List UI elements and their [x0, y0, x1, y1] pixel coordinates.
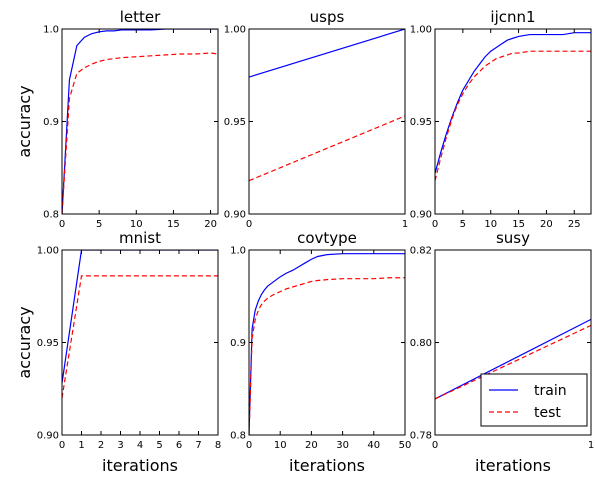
x-tick-label: 20 [540, 219, 553, 230]
series-line-test [249, 116, 405, 181]
panel-title: usps [310, 8, 345, 26]
panel-title: susy [496, 229, 530, 247]
y-tick-label: 0.90 [224, 210, 246, 221]
y-tick-label: 0.82 [410, 246, 432, 257]
axes-frame [435, 29, 591, 214]
y-tick-label: 1.00 [410, 25, 432, 36]
y-tick-label: 0.95 [410, 117, 432, 128]
series-line-train [62, 250, 218, 383]
x-tick-label: 5 [156, 440, 162, 451]
y-axis-label: accuracy [15, 306, 34, 378]
panel-title: letter [120, 8, 161, 26]
x-tick-label: 0 [59, 440, 65, 451]
x-tick-label: 1 [588, 440, 594, 451]
legend-label-test: test [534, 405, 561, 421]
x-tick-label: 8 [215, 440, 221, 451]
y-tick-label: 0.9 [43, 117, 59, 128]
x-tick-label: 3 [117, 440, 123, 451]
x-tick-label: 2 [98, 440, 104, 451]
y-axis-label: accuracy [15, 85, 34, 157]
series-line-test [435, 51, 591, 181]
x-tick-label: 20 [305, 440, 318, 451]
panel-susy: 0 1 0.78 0.80 0.82 susy iterations [410, 229, 594, 475]
panel-mnist: 0 1 2 3 4 5 6 7 8 0.90 0.95 1.00 mnist iterations accu… [15, 229, 221, 475]
y-tick-label: 0.8 [43, 210, 59, 221]
x-tick-label: 15 [167, 219, 180, 230]
x-tick-label: 20 [204, 219, 217, 230]
y-tick-label: 1.0 [230, 246, 246, 257]
series-line-train [249, 254, 405, 435]
panel-covtype: 0 10 20 30 40 50 0.8 0.9 1.0 covtype iterations [230, 229, 411, 475]
x-tick-label: 0 [246, 440, 252, 451]
y-tick-label: 0.9 [230, 338, 246, 349]
panel-usps: 0 1 0.90 0.95 1.00 usps [224, 8, 408, 230]
x-tick-label: 0 [59, 219, 65, 230]
x-tick-label: 1 [78, 440, 84, 451]
y-tick-label: 0.78 [410, 431, 432, 442]
x-tick-label: 10 [274, 440, 287, 451]
series-line-test [249, 278, 405, 435]
y-tick-label: 0.80 [410, 338, 432, 349]
series-line-test [62, 276, 218, 398]
x-axis-label: iterations [475, 456, 551, 475]
x-tick-label: 1 [402, 219, 408, 230]
x-tick-label: 5 [96, 219, 102, 230]
y-tick-label: 0.90 [410, 210, 432, 221]
y-tick-label: 0.95 [224, 117, 246, 128]
x-tick-label: 0 [246, 219, 252, 230]
y-tick-label: 0.90 [37, 431, 59, 442]
axes-frame [249, 29, 405, 214]
legend-label-train: train [534, 383, 567, 399]
x-tick-label: 50 [399, 440, 412, 451]
x-axis-label: iterations [289, 456, 365, 475]
panel-title: covtype [297, 229, 357, 247]
x-axis-label: iterations [102, 456, 178, 475]
y-tick-label: 0.8 [230, 431, 246, 442]
series-line-test [62, 53, 218, 214]
x-tick-label: 0 [432, 219, 438, 230]
legend: train test [481, 374, 587, 426]
series-line-train [249, 29, 405, 77]
panel-title: mnist [119, 229, 161, 247]
x-tick-label: 0 [432, 440, 438, 451]
panel-title: ijcnn1 [490, 8, 535, 26]
axes-frame [62, 250, 218, 435]
y-tick-label: 1.0 [43, 25, 59, 36]
x-tick-label: 25 [568, 219, 581, 230]
x-tick-label: 4 [137, 440, 143, 451]
y-tick-label: 1.00 [224, 25, 246, 36]
x-tick-label: 6 [176, 440, 182, 451]
x-tick-label: 5 [460, 219, 466, 230]
x-tick-label: 7 [195, 440, 201, 451]
x-tick-label: 30 [336, 440, 349, 451]
y-tick-label: 0.95 [37, 338, 59, 349]
x-tick-label: 40 [367, 440, 380, 451]
y-tick-label: 1.00 [37, 246, 59, 257]
